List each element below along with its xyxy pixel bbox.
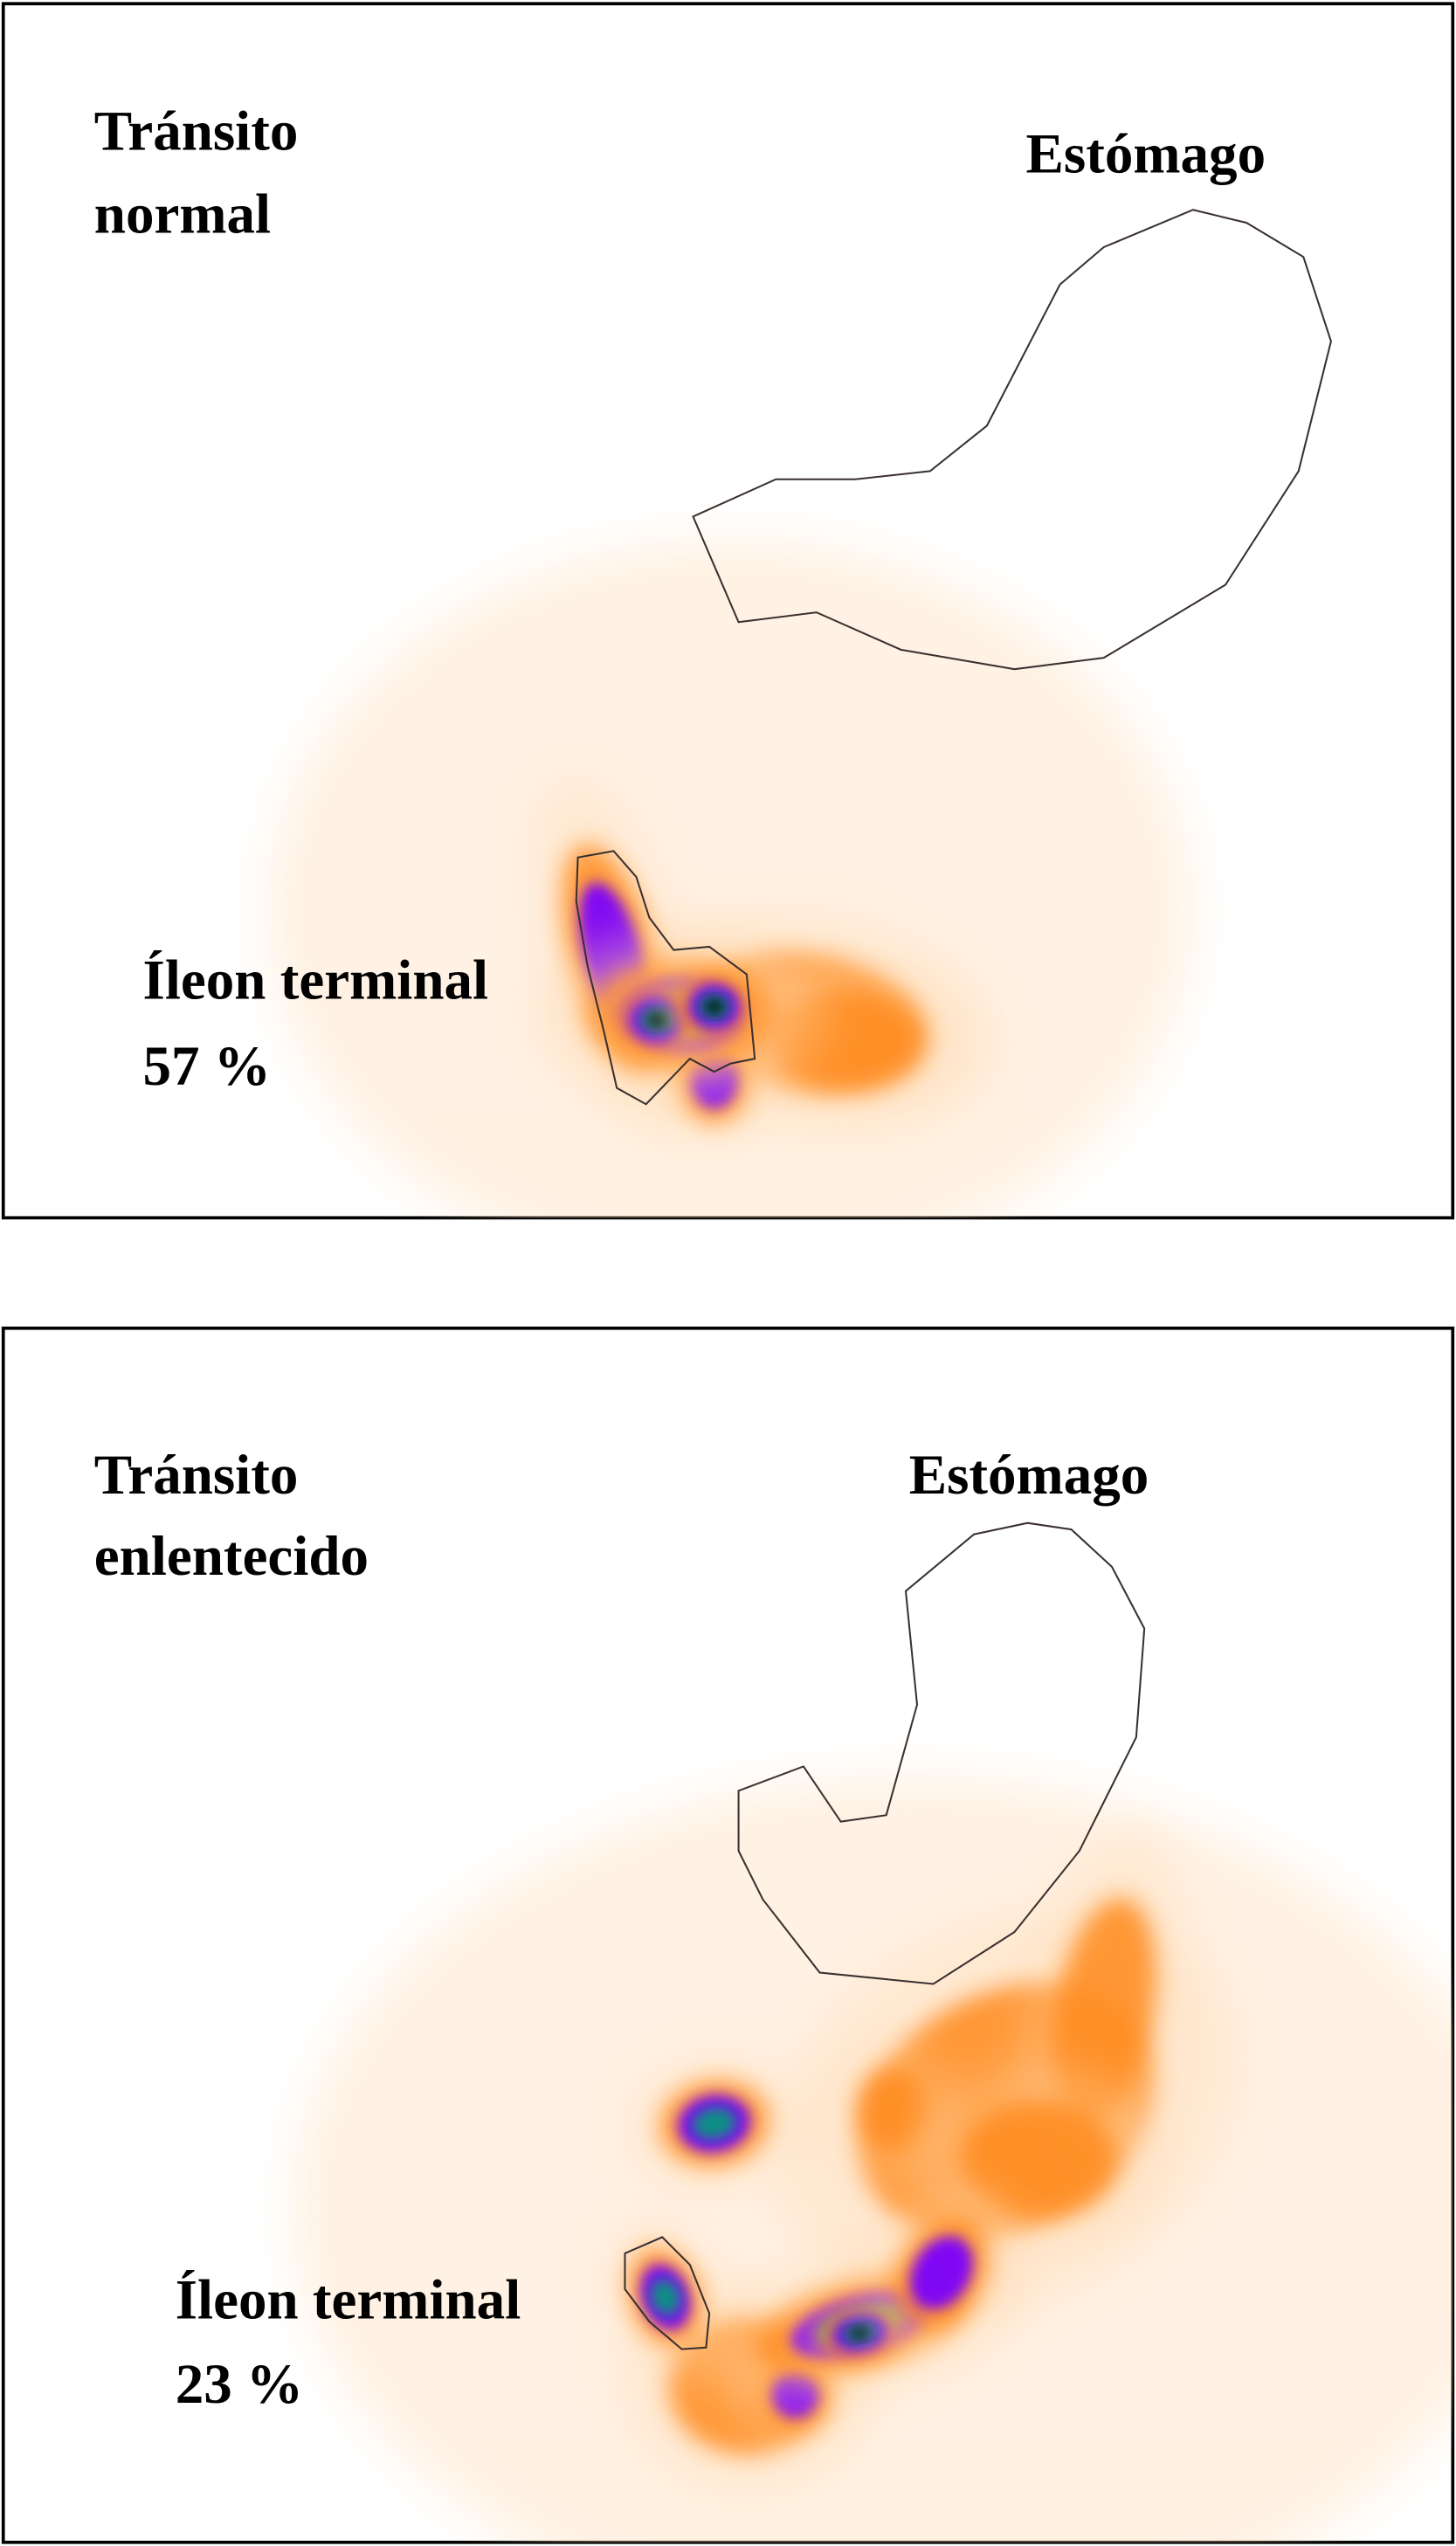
panel-slow-transit: Tránsito enlentecido Estómago Íleon term… <box>1 1326 1455 2544</box>
activity-spot-orange <box>857 2067 928 2154</box>
stomach-label: Estómago <box>909 1444 1149 1507</box>
stomach-label: Estómago <box>1026 122 1266 185</box>
activity-spot-teal <box>691 2107 737 2140</box>
ileum-percent: 57 % <box>143 1035 271 1098</box>
activity-spot-teal <box>650 2278 681 2316</box>
activity-spot-core <box>704 999 724 1015</box>
stomach-roi-outline <box>692 209 1332 671</box>
activity-spot-orange <box>1052 1897 1156 2129</box>
terminal-ileum-roi-outline <box>575 850 756 1106</box>
activity-spot-orange <box>961 2101 1117 2218</box>
activity-heatmap <box>267 539 1193 1218</box>
stomach-roi-outline <box>737 1521 1146 1985</box>
ileum-percent: 23 % <box>176 2353 303 2416</box>
panel-normal-transit: Tránsito normal Estómago Íleon terminal … <box>1 2 1455 1220</box>
activity-spot-core <box>849 2327 872 2339</box>
ileum-label: Íleon terminal <box>176 2268 521 2331</box>
ileum-label: Íleon terminal <box>143 949 489 1011</box>
activity-haze <box>267 539 1193 1218</box>
terminal-ileum-roi-outline <box>624 2236 711 2350</box>
panel-title-line1: Tránsito <box>94 1444 299 1507</box>
activity-spot-purple <box>909 2236 973 2310</box>
panel-title-line2: normal <box>94 183 271 245</box>
activity-heatmap <box>292 1776 1453 2543</box>
panel-title-line1: Tránsito <box>94 100 299 162</box>
panel-title-line2: enlentecido <box>94 1525 369 1588</box>
